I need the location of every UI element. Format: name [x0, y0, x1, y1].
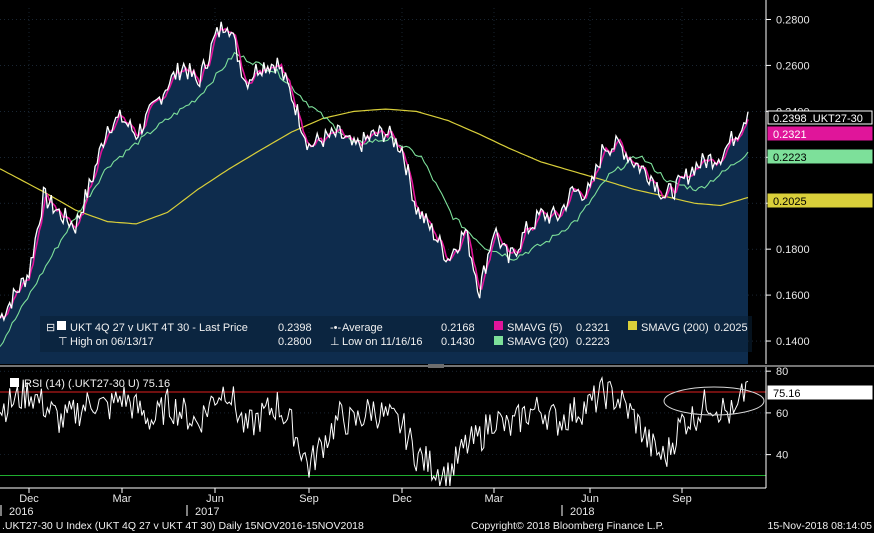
legend-collapse-icon[interactable]: ⊟: [46, 322, 55, 334]
legend-swatch-sma20: [494, 336, 503, 345]
x-tick-label: Dec: [19, 493, 39, 505]
sma200-line: [0, 108, 749, 225]
sma20-line: [0, 51, 749, 347]
low-marker-icon: ⊥: [330, 336, 340, 348]
rsi-y-tick-label: 80: [776, 366, 788, 378]
sma5-line: [0, 27, 749, 319]
last-value-label-price: 0.2398 .UKT27-30: [767, 110, 873, 125]
price-y-tick-label: 0.2600: [776, 60, 810, 72]
last-value-label-sma200: 0.2025: [767, 193, 873, 208]
legend-swatch-sma200: [628, 321, 637, 330]
x-year-label: 2018: [570, 506, 594, 518]
price-y-tick-label: 0.1800: [776, 244, 810, 256]
legend-average-label: Average: [342, 322, 383, 334]
rsi-y-tick-label: 40: [776, 450, 788, 462]
x-tick-label: Sep: [299, 493, 319, 505]
price-y-tick-label: 0.2800: [776, 14, 810, 26]
legend-swatch-rsi: [10, 378, 19, 387]
legend-average-value: 0.2168: [441, 322, 475, 334]
rsi-highlight-ellipse: [663, 386, 765, 416]
legend-swatch-sma5: [494, 321, 503, 330]
legend-price-label: UKT 4Q 27 v UKT 4T 30 - Last Price: [70, 322, 248, 334]
svg-text:0.2321: 0.2321: [773, 129, 807, 141]
rsi-y-axis: 80 60 40: [766, 366, 788, 462]
legend-sma5-value: 0.2321: [576, 322, 610, 334]
legend-high-label: High on 06/13/17: [70, 336, 154, 348]
legend-sma20-value: 0.2223: [576, 336, 610, 348]
panel-resize-handle[interactable]: [428, 364, 444, 368]
legend-low-label: Low on 11/16/16: [342, 336, 423, 348]
x-tick-label: Jun: [581, 493, 599, 505]
legend-sma200-label: SMAVG (200): [641, 322, 709, 334]
x-tick-label: Dec: [392, 493, 412, 505]
svg-text:75.16: 75.16: [773, 388, 801, 400]
x-year-label: 2016: [9, 506, 33, 518]
legend-sma20-label: SMAVG (20): [507, 336, 569, 348]
price-area-fill: [0, 21, 748, 365]
x-tick-label: Sep: [672, 493, 692, 505]
x-tick-label: Mar: [485, 493, 504, 505]
last-value-label-sma20: 0.2223: [767, 149, 873, 164]
legend-price-value: 0.2398: [278, 322, 312, 334]
legend-swatch-price: [57, 321, 66, 330]
svg-text:0.2398 .UKT27-30: 0.2398 .UKT27-30: [773, 113, 863, 125]
footer-copyright: Copyright© 2018 Bloomberg Finance L.P.: [471, 520, 664, 532]
footer-timestamp: 15-Nov-2018 08:14:05: [768, 520, 873, 532]
price-y-tick-label: 0.1600: [776, 290, 810, 302]
rsi-title: RSI (14) (.UKT27-30 U) 75.16: [24, 378, 170, 390]
price-y-tick-label: 0.1400: [776, 336, 810, 348]
last-value-label-sma5: 0.2321: [767, 126, 873, 141]
price-line: [0, 21, 749, 322]
price-last-value-labels: 0.2398 .UKT27-30 0.2321 0.2223 0.2025: [767, 110, 873, 208]
footer-security-info: .UKT27-30 U Index (UKT 4Q 27 v UKT 4T 30…: [2, 520, 364, 532]
rsi-last-value-label: 75.16: [767, 385, 873, 400]
rsi-panel: RSI (14) (.UKT27-30 U) 75.16 80 60 40 75.1…: [0, 366, 873, 488]
legend-high-value: 0.2800: [278, 336, 312, 348]
legend-sma5-label: SMAVG (5): [507, 322, 562, 334]
x-tick-label: Jun: [206, 493, 224, 505]
rsi-line: [0, 375, 749, 487]
price-panel: 0.28000.26000.24000.22000.20000.18000.16…: [0, 0, 873, 365]
legend-low-value: 0.1430: [441, 336, 475, 348]
rsi-y-tick-label: 60: [776, 408, 788, 420]
legend-sma200-value: 0.2025: [714, 322, 748, 334]
average-icon: -•-: [330, 322, 342, 334]
x-tick-label: Mar: [113, 493, 132, 505]
chart-legend: UKT 4Q 27 v UKT 4T 30 - Last Price 0.239…: [40, 316, 752, 352]
svg-text:0.2025: 0.2025: [773, 196, 807, 208]
x-year-label: 2017: [195, 506, 219, 518]
svg-text:0.2223: 0.2223: [773, 152, 807, 164]
high-marker-icon: ⊤: [58, 336, 68, 348]
